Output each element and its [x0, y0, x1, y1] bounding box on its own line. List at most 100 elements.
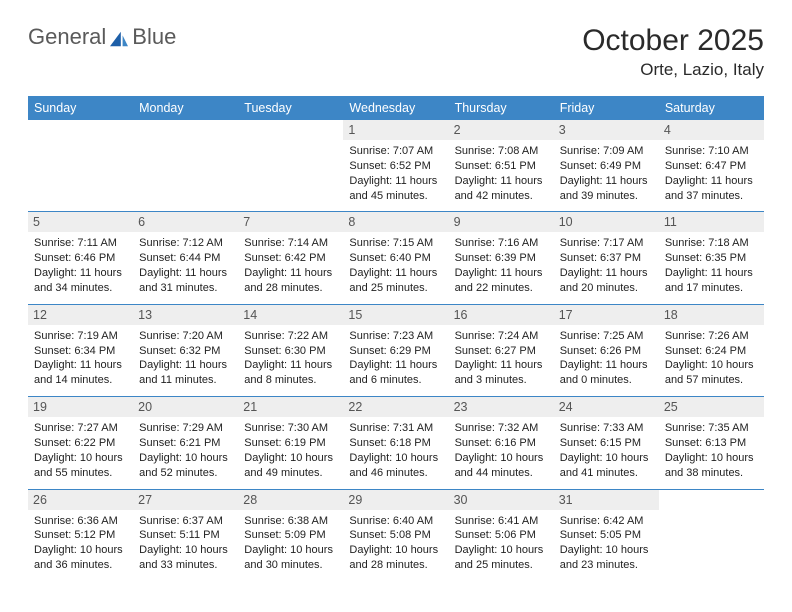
- day-info: Sunrise: 7:29 AMSunset: 6:21 PMDaylight:…: [139, 421, 232, 480]
- day-info: Sunrise: 7:32 AMSunset: 6:16 PMDaylight:…: [455, 421, 548, 480]
- daylight-line: Daylight: 11 hours and 39 minutes.: [560, 174, 653, 204]
- calendar-cell: 11 Sunrise: 7:18 AMSunset: 6:35 PMDayligh…: [659, 212, 764, 304]
- daylight-line: Daylight: 11 hours and 45 minutes.: [349, 174, 442, 204]
- sunset-line: Sunset: 5:12 PM: [34, 528, 127, 543]
- day-info: Sunrise: 7:09 AMSunset: 6:49 PMDaylight:…: [560, 144, 653, 203]
- sunset-line: Sunset: 6:49 PM: [560, 159, 653, 174]
- sunset-line: Sunset: 6:22 PM: [34, 436, 127, 451]
- sunset-line: Sunset: 6:42 PM: [244, 251, 337, 266]
- day-info: Sunrise: 7:20 AMSunset: 6:32 PMDaylight:…: [139, 329, 232, 388]
- day-info: Sunrise: 7:16 AMSunset: 6:39 PMDaylight:…: [455, 236, 548, 295]
- calendar-cell: 4Sunrise: 7:10 AMSunset: 6:47 PMDaylight…: [659, 120, 764, 212]
- calendar-cell: 9 Sunrise: 7:16 AMSunset: 6:39 PMDaylight…: [449, 212, 554, 304]
- sunrise-line: Sunrise: 7:31 AM: [349, 421, 442, 436]
- sunrise-line: Sunrise: 7:18 AM: [665, 236, 758, 251]
- sunrise-line: Sunrise: 7:22 AM: [244, 329, 337, 344]
- daylight-line: Daylight: 10 hours and 46 minutes.: [349, 451, 442, 481]
- day-number: 9: [449, 212, 554, 232]
- sunrise-line: Sunrise: 7:29 AM: [139, 421, 232, 436]
- calendar-table: Sunday Monday Tuesday Wednesday Thursday…: [28, 96, 764, 581]
- day-info: Sunrise: 6:41 AMSunset: 5:06 PMDaylight:…: [455, 514, 548, 573]
- day-info: Sunrise: 7:31 AMSunset: 6:18 PMDaylight:…: [349, 421, 442, 480]
- dow-header: Friday: [554, 96, 659, 120]
- calendar-cell: 8Sunrise: 7:15 AMSunset: 6:40 PMDaylight…: [343, 212, 448, 304]
- dow-header: Monday: [133, 96, 238, 120]
- day-info: Sunrise: 7:25 AMSunset: 6:26 PMDaylight:…: [560, 329, 653, 388]
- day-number: 31: [554, 490, 659, 510]
- sunrise-line: Sunrise: 7:16 AM: [455, 236, 548, 251]
- day-number: 16: [449, 305, 554, 325]
- sunrise-line: Sunrise: 7:15 AM: [349, 236, 442, 251]
- calendar-cell: 3Sunrise: 7:09 AMSunset: 6:49 PMDaylight…: [554, 120, 659, 212]
- sunset-line: Sunset: 6:52 PM: [349, 159, 442, 174]
- calendar-cell: 29Sunrise: 6:40 AMSunset: 5:08 PMDayligh…: [343, 489, 448, 581]
- day-number: 28: [238, 490, 343, 510]
- sunrise-line: Sunrise: 7:08 AM: [455, 144, 548, 159]
- calendar-cell: 28Sunrise: 6:38 AMSunset: 5:09 PMDayligh…: [238, 489, 343, 581]
- daylight-line: Daylight: 10 hours and 28 minutes.: [349, 543, 442, 573]
- daylight-line: Daylight: 11 hours and 6 minutes.: [349, 358, 442, 388]
- calendar-body: 1Sunrise: 7:07 AMSunset: 6:52 PMDaylight…: [28, 120, 764, 581]
- sunset-line: Sunset: 6:26 PM: [560, 344, 653, 359]
- calendar-cell: 2Sunrise: 7:08 AMSunset: 6:51 PMDaylight…: [449, 120, 554, 212]
- sunset-line: Sunset: 5:06 PM: [455, 528, 548, 543]
- sunrise-line: Sunrise: 7:33 AM: [560, 421, 653, 436]
- sunrise-line: Sunrise: 7:07 AM: [349, 144, 442, 159]
- sunrise-line: Sunrise: 7:17 AM: [560, 236, 653, 251]
- calendar-cell: [28, 120, 133, 212]
- sunrise-line: Sunrise: 7:32 AM: [455, 421, 548, 436]
- sunrise-line: Sunrise: 7:14 AM: [244, 236, 337, 251]
- day-info: Sunrise: 6:40 AMSunset: 5:08 PMDaylight:…: [349, 514, 442, 573]
- day-info: Sunrise: 6:36 AMSunset: 5:12 PMDaylight:…: [34, 514, 127, 573]
- calendar-cell: 10Sunrise: 7:17 AMSunset: 6:37 PMDayligh…: [554, 212, 659, 304]
- calendar-cell: 12Sunrise: 7:19 AMSunset: 6:34 PMDayligh…: [28, 304, 133, 396]
- sunset-line: Sunset: 6:19 PM: [244, 436, 337, 451]
- brand-name-right: Blue: [132, 24, 176, 50]
- daylight-line: Daylight: 11 hours and 11 minutes.: [139, 358, 232, 388]
- brand-logo: General Blue: [28, 24, 176, 50]
- sunset-line: Sunset: 6:30 PM: [244, 344, 337, 359]
- day-number: 27: [133, 490, 238, 510]
- day-info: Sunrise: 7:23 AMSunset: 6:29 PMDaylight:…: [349, 329, 442, 388]
- sunset-line: Sunset: 5:08 PM: [349, 528, 442, 543]
- sunset-line: Sunset: 6:39 PM: [455, 251, 548, 266]
- month-title: October 2025: [582, 24, 764, 58]
- sunset-line: Sunset: 6:16 PM: [455, 436, 548, 451]
- sunset-line: Sunset: 6:29 PM: [349, 344, 442, 359]
- sunset-line: Sunset: 6:35 PM: [665, 251, 758, 266]
- calendar-cell: 5Sunrise: 7:11 AMSunset: 6:46 PMDaylight…: [28, 212, 133, 304]
- sunrise-line: Sunrise: 7:10 AM: [665, 144, 758, 159]
- calendar-cell: 22Sunrise: 7:31 AMSunset: 6:18 PMDayligh…: [343, 397, 448, 489]
- brand-name-left: General: [28, 24, 106, 50]
- day-number: 17: [554, 305, 659, 325]
- daylight-line: Daylight: 11 hours and 25 minutes.: [349, 266, 442, 296]
- day-info: Sunrise: 7:18 AMSunset: 6:35 PMDaylight:…: [665, 236, 758, 295]
- sunrise-line: Sunrise: 7:11 AM: [34, 236, 127, 251]
- daylight-line: Daylight: 11 hours and 14 minutes.: [34, 358, 127, 388]
- daylight-line: Daylight: 10 hours and 33 minutes.: [139, 543, 232, 573]
- daylight-line: Daylight: 11 hours and 17 minutes.: [665, 266, 758, 296]
- dow-header: Saturday: [659, 96, 764, 120]
- sunset-line: Sunset: 6:32 PM: [139, 344, 232, 359]
- sunset-line: Sunset: 6:51 PM: [455, 159, 548, 174]
- sunset-line: Sunset: 6:24 PM: [665, 344, 758, 359]
- day-info: Sunrise: 7:11 AMSunset: 6:46 PMDaylight:…: [34, 236, 127, 295]
- calendar-cell: 20 Sunrise: 7:29 AMSunset: 6:21 PMDayligh…: [133, 397, 238, 489]
- sunset-line: Sunset: 6:46 PM: [34, 251, 127, 266]
- day-number: 6: [133, 212, 238, 232]
- calendar-week-row: 26Sunrise: 6:36 AMSunset: 5:12 PMDayligh…: [28, 489, 764, 581]
- sunset-line: Sunset: 6:37 PM: [560, 251, 653, 266]
- sunset-line: Sunset: 6:15 PM: [560, 436, 653, 451]
- sunrise-line: Sunrise: 7:27 AM: [34, 421, 127, 436]
- calendar-cell: [133, 120, 238, 212]
- day-number: 11: [659, 212, 764, 232]
- calendar-cell: 15Sunrise: 7:23 AMSunset: 6:29 PMDayligh…: [343, 304, 448, 396]
- sunrise-line: Sunrise: 7:09 AM: [560, 144, 653, 159]
- day-number: 25: [659, 397, 764, 417]
- dow-header: Thursday: [449, 96, 554, 120]
- daylight-line: Daylight: 10 hours and 30 minutes.: [244, 543, 337, 573]
- sunset-line: Sunset: 6:40 PM: [349, 251, 442, 266]
- daylight-line: Daylight: 10 hours and 55 minutes.: [34, 451, 127, 481]
- sunrise-line: Sunrise: 6:36 AM: [34, 514, 127, 529]
- day-number: 20: [133, 397, 238, 417]
